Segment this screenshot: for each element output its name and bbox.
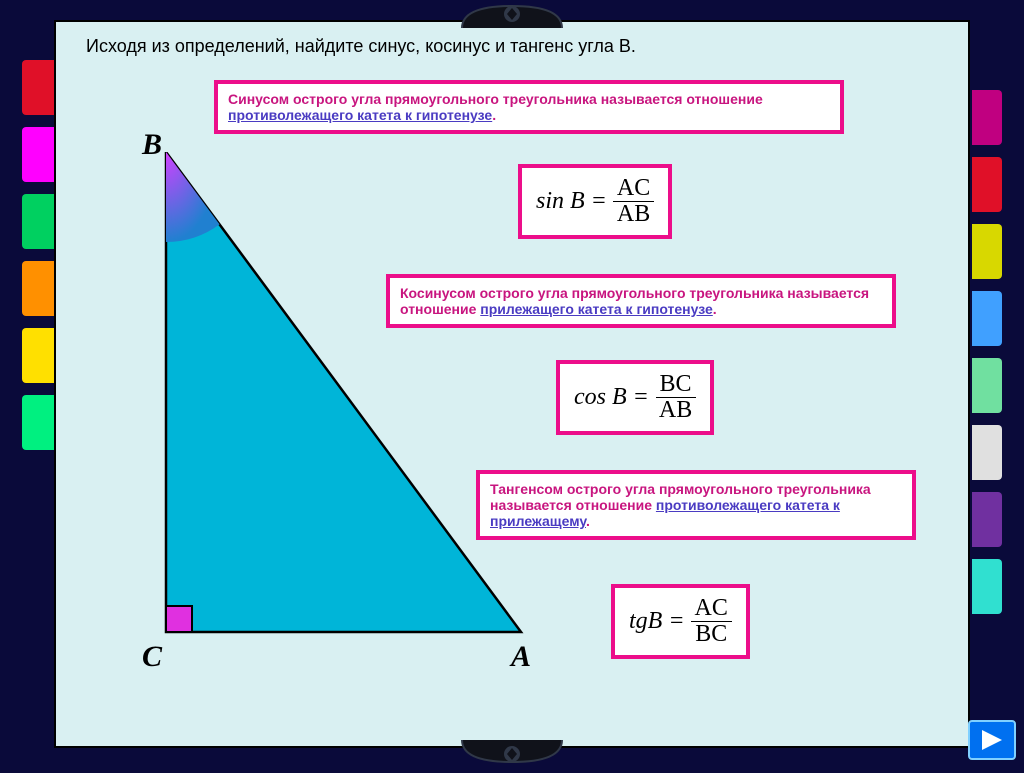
binder-clasp-bottom [452,740,572,768]
left-tab-strip [22,60,54,462]
f1-den: AB [613,202,654,227]
formula-sine: sin B = AC AB [518,164,672,239]
left-tab[interactable] [22,194,54,249]
right-tab[interactable] [972,224,1002,279]
right-tab[interactable] [972,492,1002,547]
left-tab[interactable] [22,261,54,316]
f3-den: BC [691,622,731,647]
slide-frame: Исходя из определений, найдите синус, ко… [54,20,970,748]
right-tab-strip [972,90,1002,626]
left-tab[interactable] [22,328,54,383]
def2-tail: . [713,301,717,317]
f2-den: AB [655,398,696,423]
left-tab[interactable] [22,395,54,450]
definition-sine: Синусом острого угла прямоугольного треу… [214,80,844,134]
f2-num: BC [656,372,696,398]
f3-lhs: tgB = [629,608,685,635]
f1-fraction: AC AB [613,176,654,227]
vertex-label-a: A [511,640,531,674]
def1-tail: . [492,107,496,123]
vertex-label-c: C [142,640,162,674]
def1-text: Синусом острого угла прямоугольного треу… [228,91,763,107]
right-tab[interactable] [972,425,1002,480]
left-tab[interactable] [22,127,54,182]
right-tab[interactable] [972,358,1002,413]
f2-fraction: BC AB [655,372,696,423]
right-tab[interactable] [972,157,1002,212]
task-title: Исходя из определений, найдите синус, ко… [86,36,636,57]
right-tab[interactable] [972,559,1002,614]
def3-tail: . [586,513,590,529]
formula-cosine: cos B = BC AB [556,360,714,435]
definition-tangent: Тангенсом острого угла прямоугольного тр… [476,470,916,540]
next-button[interactable] [968,720,1016,760]
right-tab[interactable] [972,291,1002,346]
binder-clasp-top [452,0,572,28]
def1-link: противолежащего катета к гипотенузе [228,107,492,123]
f1-num: AC [613,176,654,202]
f2-lhs: cos B = [574,384,649,411]
left-tab[interactable] [22,60,54,115]
right-tab[interactable] [972,90,1002,145]
vertex-label-b: B [142,128,162,162]
triangle-diagram: B C A [96,152,526,692]
f3-fraction: AC BC [691,596,732,647]
f1-lhs: sin B = [536,188,607,215]
formula-tangent: tgB = AC BC [611,584,750,659]
f3-num: AC [691,596,732,622]
